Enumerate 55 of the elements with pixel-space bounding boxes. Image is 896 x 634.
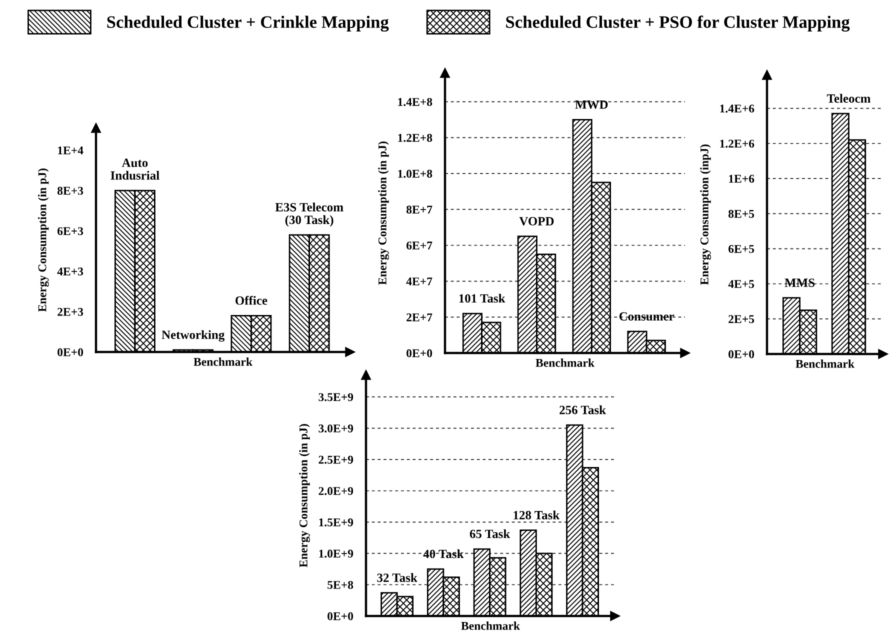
y-tick-label: 6E+3 — [57, 227, 84, 236]
y-tick-label: 1.5E+9 — [319, 518, 354, 526]
y-tick-label: 4E+7 — [406, 278, 432, 286]
y-tick-label: 8E+7 — [406, 206, 432, 214]
y-tick-label: 6E+5 — [728, 244, 754, 253]
y-tick-label: 4E+3 — [57, 268, 84, 276]
y-tick-label: 0E+0 — [728, 350, 754, 358]
y-tick-label: 1E+6 — [729, 174, 754, 183]
y-tick-label: 1E+4 — [58, 146, 84, 154]
x-tick-label: Consumer — [619, 312, 674, 321]
x-axis-title: Benchmark — [461, 622, 520, 630]
x-tick-label: 128 Task — [514, 510, 560, 520]
y-axis-title: Energy Consumption (in pJ) — [378, 142, 389, 285]
x-tick-label: 256 Task — [560, 405, 606, 414]
y-tick-label: 3.0E+9 — [318, 424, 354, 432]
y-tick-label: 2.0E+9 — [318, 487, 354, 496]
x-tick-label: 40 Task — [423, 549, 464, 558]
x-tick-label: Networking — [162, 330, 225, 342]
x-axis-title: Benchmark — [194, 358, 252, 366]
x-tick-label: VOPD — [519, 217, 554, 226]
x-tick-label: MWD — [575, 100, 608, 109]
y-tick-label: 3.5E+9 — [318, 393, 354, 402]
y-tick-label: 5E+8 — [328, 580, 354, 589]
x-tick-label: Office — [235, 296, 268, 305]
x-tick-label: Teleocm — [826, 94, 871, 103]
y-tick-label: 8E+3 — [57, 186, 84, 195]
y-tick-label: 1.0E+9 — [319, 550, 354, 558]
x-axis-title: Benchmark — [536, 358, 594, 367]
y-tick-label: 1.2E+6 — [720, 140, 754, 148]
y-tick-label: 1.4E+6 — [720, 104, 754, 113]
y-axis-title: Energy Consumption (in pJ) — [38, 168, 49, 312]
legend-label: Scheduled Cluster + Crinkle Mapping — [107, 16, 389, 32]
y-tick-label: 2E+3 — [58, 308, 84, 316]
x-tick-label: 32 Task — [377, 573, 418, 582]
y-tick-label: 1.0E+8 — [398, 170, 432, 178]
y-tick-label: 1.4E+8 — [398, 98, 432, 106]
y-tick-label: 2.5E+9 — [318, 456, 354, 464]
legend-label: Scheduled Cluster + PSO for Cluster Mapping — [506, 16, 850, 32]
y-tick-label: 0E+0 — [328, 612, 354, 620]
x-axis-title: Benchmark — [796, 360, 854, 368]
y-axis-title: Energy Consumption (inpJ) — [700, 144, 711, 285]
y-tick-label: 6E+7 — [406, 242, 432, 250]
y-tick-label: 0E+0 — [406, 349, 432, 358]
y-tick-label: 0E+0 — [58, 348, 84, 356]
y-tick-label: 2E+5 — [728, 315, 754, 324]
x-tick-label: Auto Indusrial — [110, 158, 160, 180]
y-tick-label: 2E+7 — [406, 313, 432, 322]
y-axis-title: Energy Consumption (in pJ) — [299, 424, 310, 568]
x-tick-label: MMS — [784, 278, 815, 287]
x-tick-label: 101 Task — [459, 294, 506, 303]
x-tick-label: 65 Task — [470, 529, 510, 538]
y-tick-label: 8E+5 — [728, 210, 754, 218]
x-tick-label: E3S Telecom (30 Task) — [275, 202, 344, 227]
y-tick-label: 1.2E+8 — [398, 134, 432, 142]
y-tick-label: 4E+5 — [728, 280, 754, 288]
